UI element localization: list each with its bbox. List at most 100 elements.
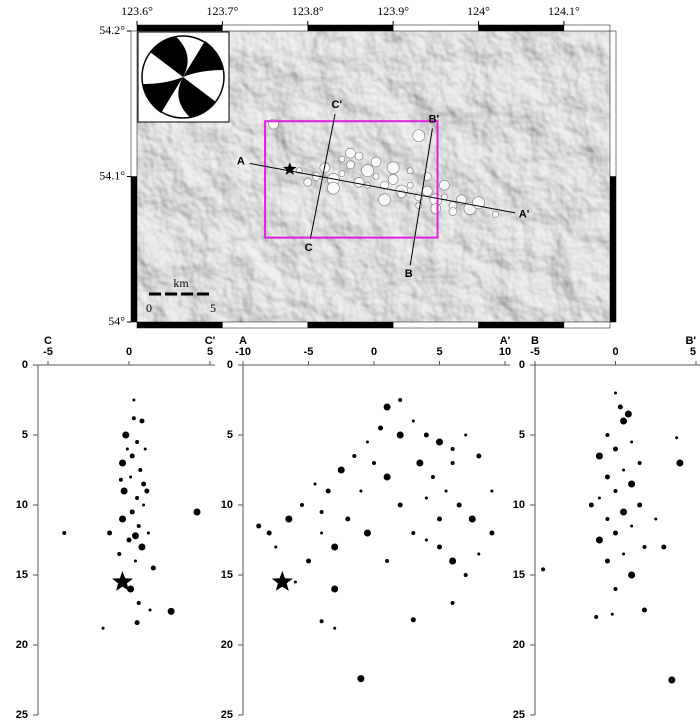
hypocenter xyxy=(134,560,137,563)
hypocenter xyxy=(127,538,132,543)
frame-segment xyxy=(308,25,393,31)
hypocenter xyxy=(596,453,603,460)
x-tick-label: 5 xyxy=(690,346,696,358)
epicenter xyxy=(327,182,339,194)
frame-segment xyxy=(564,25,610,31)
hypocenter xyxy=(675,436,678,439)
hypocenter xyxy=(425,497,428,500)
section-end-label: C' xyxy=(205,335,216,347)
section-start-label: B xyxy=(531,335,539,347)
epicenter xyxy=(422,186,432,196)
hypocenter xyxy=(130,454,135,459)
hypocenter xyxy=(613,447,618,452)
hypocenter xyxy=(642,608,647,613)
y-tick-label: 0 xyxy=(227,359,233,371)
hypocenter xyxy=(449,558,456,565)
hypocenter xyxy=(364,530,371,537)
hypocenter xyxy=(654,518,657,521)
scale-tick-label: 5 xyxy=(210,301,216,315)
y-tick-label: 20 xyxy=(221,639,233,651)
y-tick-label: 10 xyxy=(221,499,233,511)
epicenter xyxy=(431,204,441,214)
hypocenter xyxy=(424,433,429,438)
hypocenter xyxy=(596,537,603,544)
hypocenter xyxy=(490,490,493,493)
hypocenter xyxy=(135,620,140,625)
frame-segment xyxy=(222,25,307,31)
hypocenter xyxy=(135,440,139,444)
hypocenter xyxy=(345,517,350,522)
y-tick-label: 20 xyxy=(16,639,28,651)
hypocenter xyxy=(605,517,609,521)
hypocenter xyxy=(613,531,618,536)
hypocenter xyxy=(357,675,364,682)
x-tick-label: 10 xyxy=(499,346,511,358)
profile-label: C xyxy=(305,242,313,254)
y-tick-label: 20 xyxy=(513,639,525,651)
frame-segment xyxy=(131,177,137,323)
hypocenter xyxy=(630,525,633,528)
hypocenter xyxy=(598,497,601,500)
hypocenter xyxy=(605,559,610,564)
x-tick-label: 5 xyxy=(436,346,442,358)
frame-segment xyxy=(308,322,393,328)
hypocenter xyxy=(477,553,480,556)
hypocenter xyxy=(119,516,126,523)
hypocenter xyxy=(589,503,594,508)
hypocenter xyxy=(451,447,455,451)
hypocenter xyxy=(320,532,323,535)
hypocenter xyxy=(620,418,627,425)
hypocenter xyxy=(352,454,356,458)
frame-segment xyxy=(137,25,222,31)
epicenter xyxy=(345,148,355,158)
x-tick-label: -5 xyxy=(304,346,314,358)
y-tick-label: 0 xyxy=(519,359,525,371)
hypocenter xyxy=(137,601,141,605)
hypocenter xyxy=(117,552,121,556)
hypocenter xyxy=(306,559,311,564)
frame-segment xyxy=(564,322,610,328)
hypocenter xyxy=(149,609,152,612)
hypocenter xyxy=(445,490,448,493)
y-tick-label: 15 xyxy=(513,569,525,581)
x-tick-label: 124° xyxy=(467,4,490,18)
section-end-label: A' xyxy=(500,335,511,347)
hypocenter xyxy=(121,488,128,495)
hypocenter xyxy=(464,573,468,577)
hypocenter xyxy=(676,460,683,467)
hypocenter xyxy=(138,544,145,551)
hypocenter xyxy=(126,448,129,451)
hypocenter xyxy=(107,531,112,536)
hypocenter xyxy=(132,532,139,539)
hypocenter xyxy=(168,608,175,615)
hypocenter xyxy=(385,559,389,563)
hypocenter xyxy=(137,524,141,528)
hypocenter xyxy=(141,482,146,487)
hypocenter xyxy=(384,474,391,481)
x-tick-label: 124.1° xyxy=(548,4,580,18)
epicenter xyxy=(339,171,345,177)
hypocenter xyxy=(102,627,105,630)
hypocenter xyxy=(661,545,666,550)
hypocenter xyxy=(412,420,415,423)
hypocenter xyxy=(638,461,642,465)
y-tick-label: 25 xyxy=(221,709,233,721)
hypocenter xyxy=(437,517,442,522)
frame-segment xyxy=(222,322,307,328)
hypocenter xyxy=(372,461,376,465)
y-tick-label: 54.1° xyxy=(99,168,125,182)
hypocenter xyxy=(274,546,277,549)
hypocenter xyxy=(267,531,272,536)
hypocenter xyxy=(437,545,442,550)
y-tick-label: 5 xyxy=(519,429,525,441)
hypocenter xyxy=(436,439,443,446)
section-end-label: B' xyxy=(685,335,696,347)
x-tick-label: 0 xyxy=(612,346,618,358)
figure: AA'CC'BB'123.6°123.7°123.8°123.9°124°124… xyxy=(0,0,700,722)
hypocenter xyxy=(132,416,136,420)
epicenter xyxy=(379,194,391,206)
hypocenter xyxy=(628,572,635,579)
hypocenter xyxy=(425,539,428,542)
y-tick-label: 54.2° xyxy=(99,23,125,37)
mainshock-star xyxy=(272,571,293,591)
